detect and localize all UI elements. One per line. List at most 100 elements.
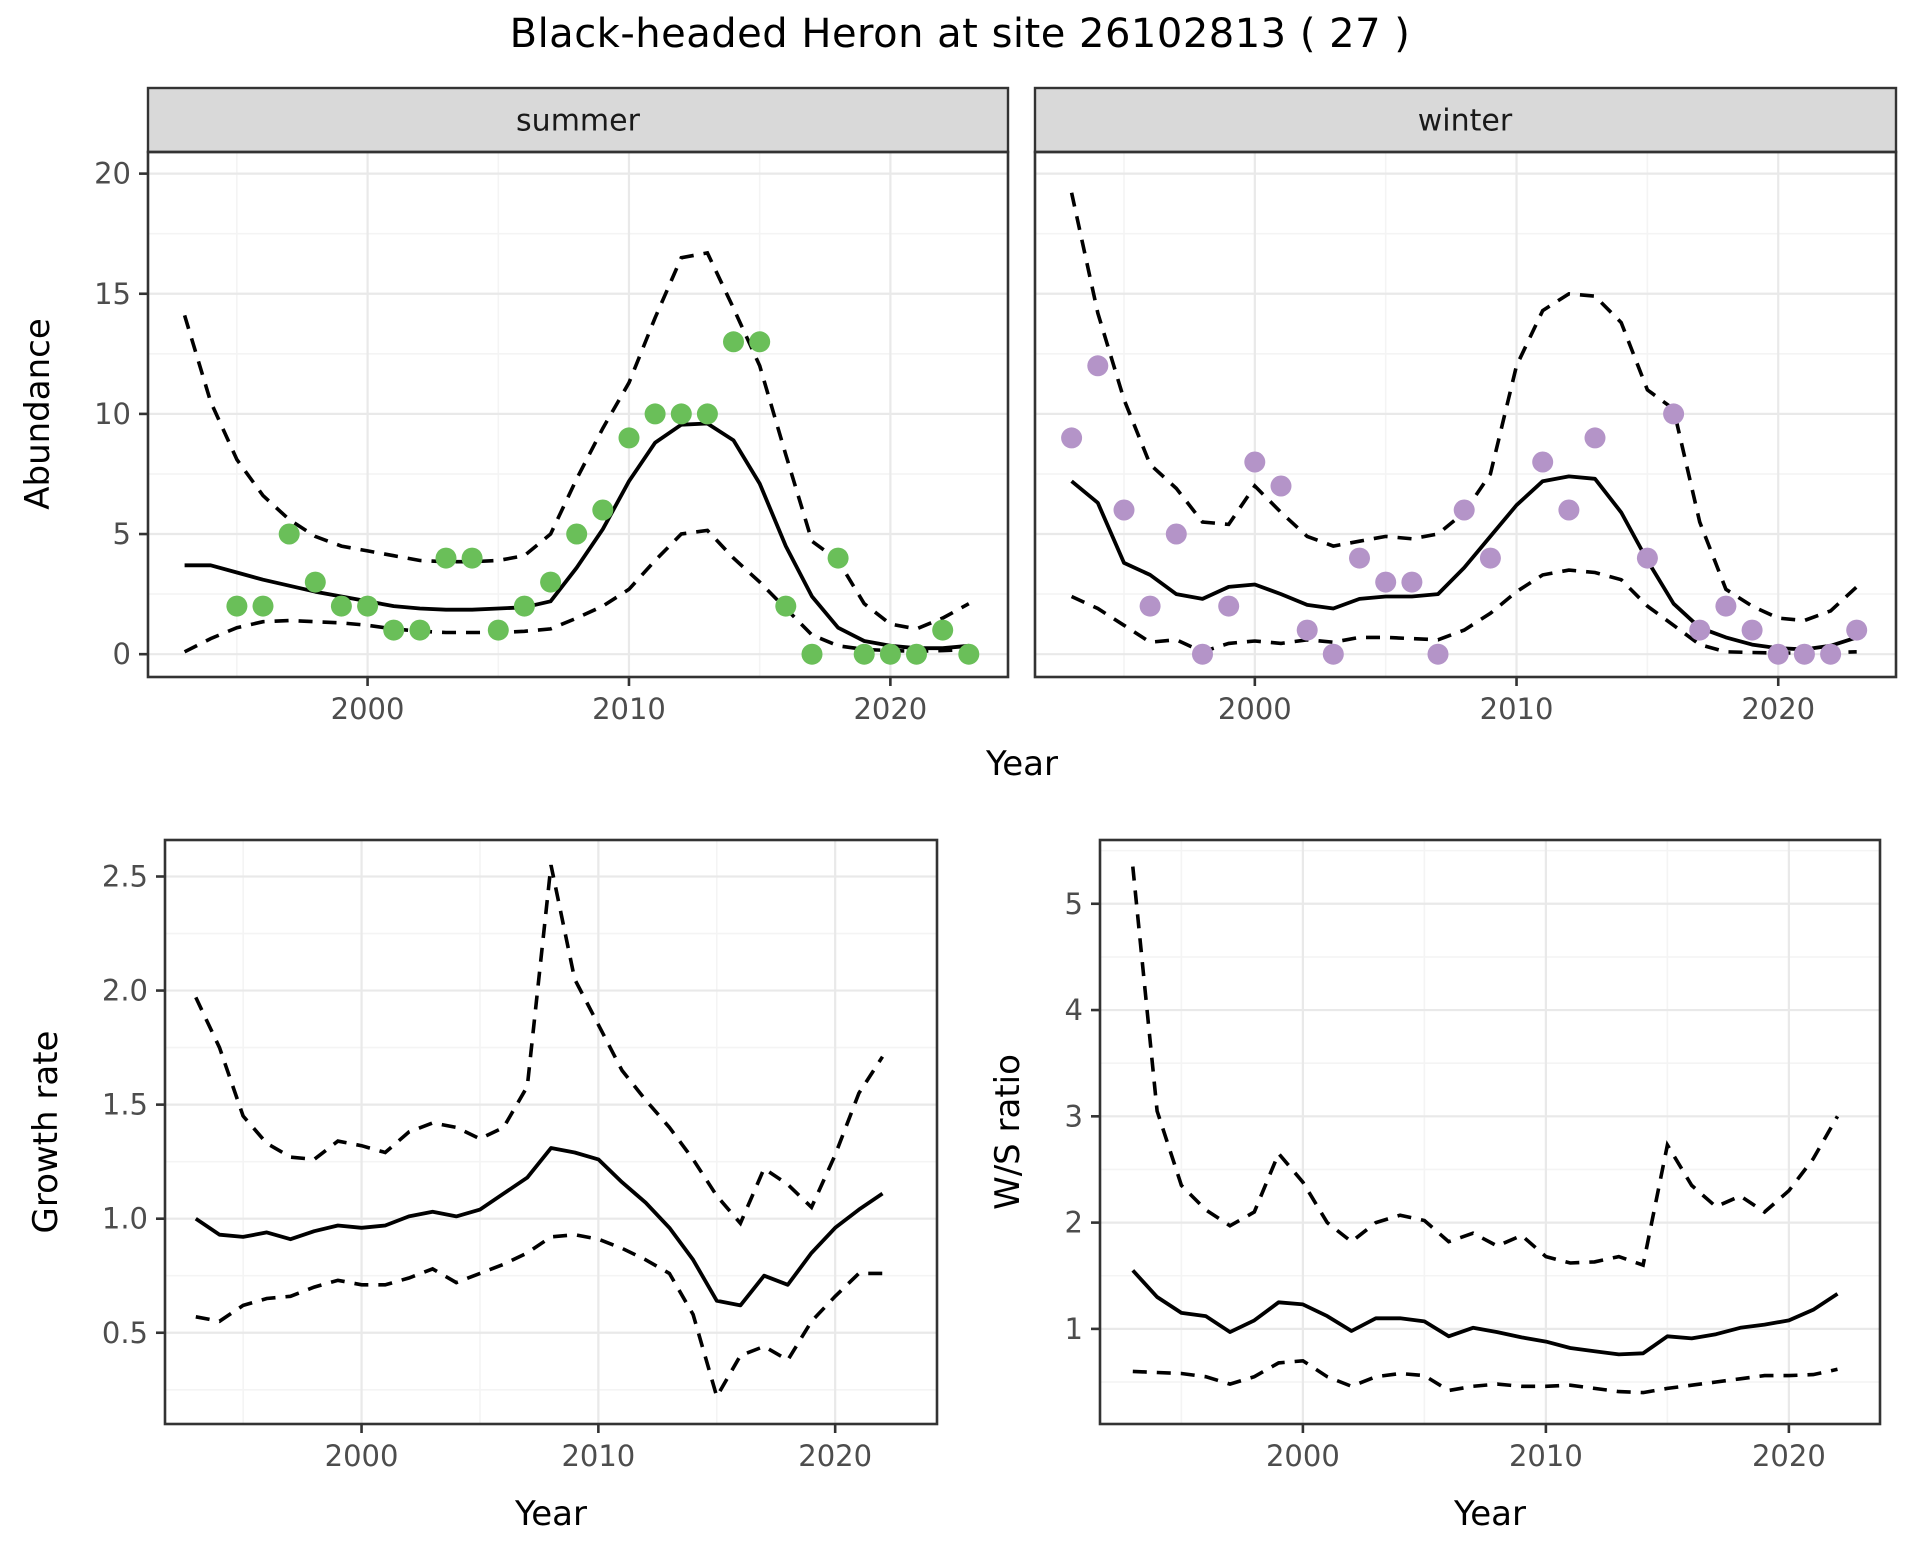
- ci-upper-line: [194, 864, 885, 1227]
- y-axis-title-ws: W/S ratio: [988, 1054, 1028, 1210]
- data-point: [566, 523, 588, 545]
- data-point: [670, 403, 692, 425]
- data-point: [749, 331, 771, 353]
- data-point: [1532, 451, 1554, 473]
- data-point: [435, 547, 457, 569]
- data-point: [1244, 451, 1266, 473]
- data-point: [723, 331, 744, 353]
- data-point: [357, 595, 379, 617]
- data-point: [1427, 643, 1449, 665]
- fit-line: [194, 1146, 884, 1308]
- y-axis-title-abundance: Abundance: [18, 318, 58, 510]
- data-point: [304, 571, 326, 593]
- data-point: [1087, 355, 1109, 377]
- data-point: [1165, 523, 1187, 545]
- data-point: [226, 595, 248, 617]
- data-point: [1767, 643, 1789, 665]
- data-point: [853, 643, 875, 665]
- data-point: [409, 619, 431, 641]
- fit-line: [1070, 474, 1858, 652]
- panel-border: [1033, 150, 1898, 679]
- data-point: [1061, 427, 1083, 449]
- data-point: [1584, 427, 1606, 449]
- x-tick-label: 2020: [853, 692, 927, 726]
- y-tick-label: 5: [113, 517, 131, 551]
- data-point: [932, 619, 954, 641]
- data-point: [618, 427, 640, 449]
- data-point: [1636, 547, 1658, 569]
- growth-panel-bg: [165, 840, 937, 1424]
- data-point: [252, 595, 274, 617]
- data-point: [1846, 619, 1868, 641]
- data-point: [1741, 619, 1763, 641]
- y-axis-title-growth: Growth rate: [26, 1030, 66, 1234]
- y-tick-label: 1.0: [102, 1202, 148, 1236]
- x-tick-label: 2010: [592, 692, 666, 726]
- x-axis-title-year-growth: Year: [515, 1494, 587, 1534]
- x-tick-label: 2000: [331, 692, 405, 726]
- y-tick-label: 15: [94, 277, 131, 311]
- ci-upper-line: [1131, 866, 1840, 1268]
- data-point: [1820, 643, 1842, 665]
- data-point: [696, 403, 718, 425]
- data-point: [1139, 595, 1161, 617]
- data-point: [1270, 475, 1292, 497]
- data-point: [1479, 547, 1501, 569]
- data-point: [1453, 499, 1475, 521]
- data-point: [461, 547, 483, 569]
- ci-lower-line: [195, 1232, 883, 1402]
- data-point: [487, 619, 509, 641]
- facet-strip-summer: summer: [516, 103, 640, 139]
- data-point: [513, 595, 535, 617]
- y-tick-label: 3: [1065, 1099, 1083, 1133]
- data-point: [801, 643, 823, 665]
- x-axis-title-year-ws: Year: [1454, 1494, 1526, 1534]
- facet-strip: [1033, 86, 1898, 154]
- data-point: [827, 547, 849, 569]
- y-tick-label: 0: [113, 637, 131, 671]
- data-point: [1793, 643, 1815, 665]
- data-point: [383, 619, 405, 641]
- data-point: [1322, 643, 1344, 665]
- data-point: [1558, 499, 1580, 521]
- data-point: [906, 643, 927, 665]
- y-tick-label: 1: [1065, 1312, 1083, 1346]
- x-tick-label: 2010: [561, 1439, 635, 1473]
- x-tick-label: 2000: [1218, 692, 1292, 726]
- x-tick-label: 2020: [1741, 692, 1815, 726]
- x-tick-label: 2020: [798, 1439, 872, 1473]
- data-point: [278, 523, 300, 545]
- data-point: [540, 571, 562, 593]
- data-point: [330, 595, 352, 617]
- panel-border: [163, 838, 939, 1426]
- data-point: [1401, 571, 1423, 593]
- data-point: [879, 643, 901, 665]
- data-point: [1663, 403, 1685, 425]
- y-tick-label: 2.5: [102, 860, 148, 894]
- y-tick-label: 4: [1065, 993, 1083, 1027]
- data-point: [592, 499, 614, 521]
- y-tick-label: 0.5: [102, 1316, 148, 1350]
- x-tick-label: 2010: [1509, 1439, 1583, 1473]
- facet-strip: [146, 86, 1010, 154]
- panel-border: [1098, 838, 1882, 1426]
- data-point: [958, 643, 980, 665]
- data-point: [1218, 595, 1240, 617]
- y-tick-label: 5: [1065, 887, 1083, 921]
- y-tick-label: 10: [94, 397, 131, 431]
- y-tick-label: 1.5: [102, 1088, 148, 1122]
- chart-title: Black-headed Heron at site 26102813 ( 27…: [509, 11, 1411, 57]
- facet-strip-winter: winter: [1417, 103, 1513, 139]
- x-axis-title-year-top: Year: [986, 744, 1058, 784]
- data-point: [1715, 595, 1737, 617]
- data-point: [1113, 499, 1135, 521]
- fit-line: [1131, 1269, 1839, 1357]
- x-tick-label: 2020: [1752, 1439, 1826, 1473]
- y-tick-label: 2.0: [102, 974, 148, 1008]
- x-tick-label: 2010: [1480, 692, 1554, 726]
- x-tick-label: 2000: [1266, 1439, 1340, 1473]
- y-tick-label: 20: [94, 157, 131, 191]
- x-tick-label: 2000: [325, 1439, 399, 1473]
